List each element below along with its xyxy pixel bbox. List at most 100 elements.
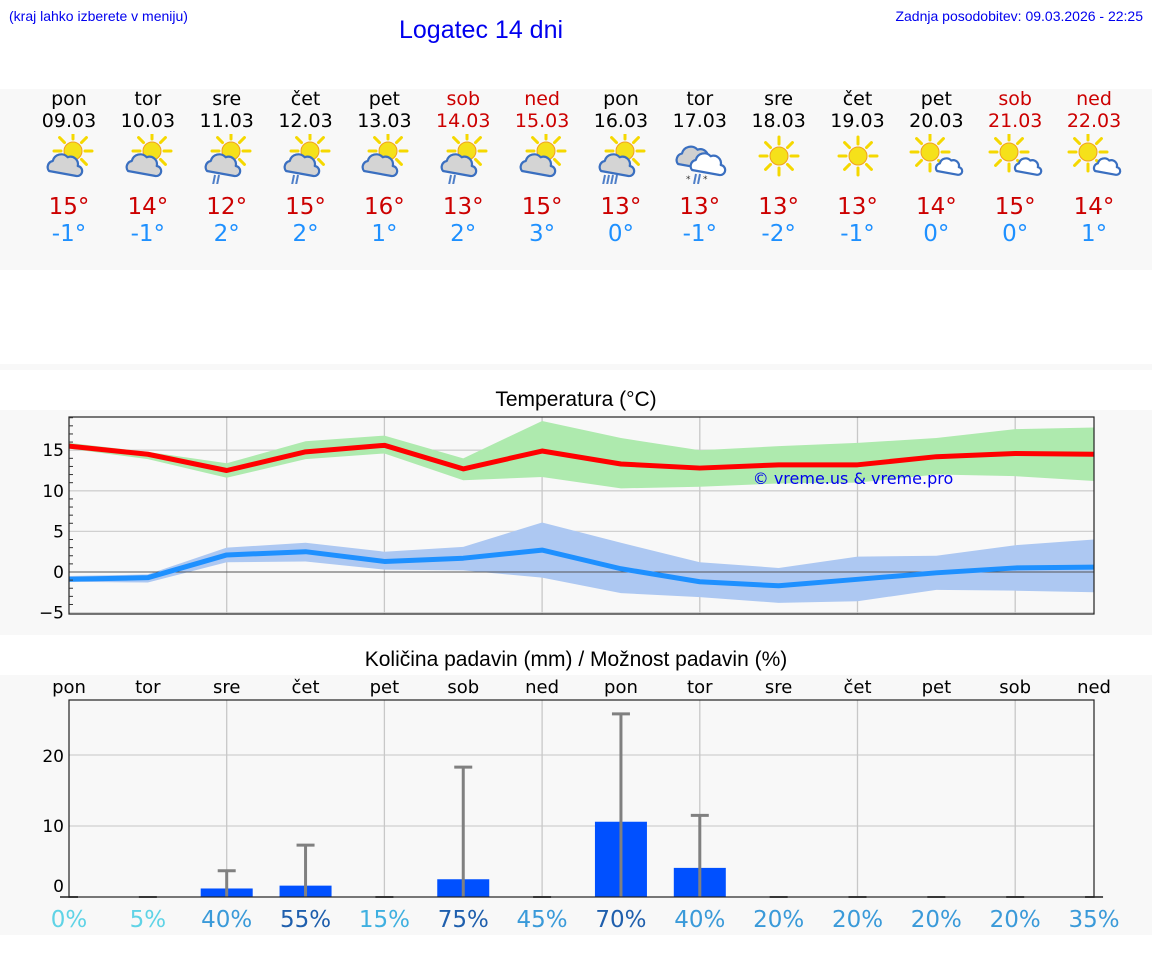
precip-day-label: sob: [447, 677, 479, 698]
partly-cloudy-icon: [125, 134, 173, 178]
precip-probability: 40%: [201, 907, 252, 933]
precip-probability: 15%: [359, 907, 410, 933]
temperature-chart-title: Temperatura (°C): [495, 388, 657, 411]
day-column: pet 13.03 16° 1°: [344, 88, 424, 248]
temperature-chart: −5 0 5 10 15 © vreme.us & vreme.pro: [39, 416, 1095, 624]
partly-cloudy-icon: [46, 134, 94, 178]
forecast-panel: [0, 89, 1152, 270]
day-column: sre 18.03 13° -2°: [739, 88, 819, 248]
svg-text:10: 10: [42, 482, 64, 502]
day-column: čet 12.03 15° 2°: [266, 88, 346, 248]
watermark: © vreme.us & vreme.pro: [753, 469, 954, 488]
day-date: 13.03: [357, 110, 412, 132]
day-date: 17.03: [672, 110, 727, 132]
min-temperature: -1°: [682, 221, 718, 247]
day-column: sre 11.03 12° 2°: [187, 88, 267, 248]
partly-cloudy-icon: [519, 134, 567, 178]
day-date: 11.03: [199, 110, 254, 132]
mostly-sunny-icon: [909, 134, 964, 176]
precip-day-label: pon: [52, 677, 86, 698]
page-title: Logatec 14 dni: [399, 16, 564, 44]
day-column: pon 09.03 15° -1°: [29, 88, 109, 248]
max-temperature: 15°: [994, 194, 1036, 220]
day-date: 19.03: [830, 110, 885, 132]
max-temperature: 15°: [48, 194, 90, 220]
precip-probability: 70%: [595, 907, 646, 933]
precip-probability: 75%: [438, 907, 489, 933]
day-name: tor: [134, 88, 162, 110]
day-name: pet: [368, 88, 400, 110]
day-date: 10.03: [120, 110, 176, 132]
day-date: 18.03: [751, 110, 806, 132]
min-temperature: 2°: [292, 221, 319, 247]
precipitation-chart-title: Količina padavin (mm) / Možnost padavin …: [364, 648, 788, 671]
precip-day-label: sre: [213, 677, 240, 698]
day-column: čet 19.03 13° -1°: [818, 88, 898, 248]
day-name: pet: [920, 88, 952, 110]
precip-probability: 20%: [753, 907, 804, 933]
cloudy-sleet-icon: * *: [675, 145, 727, 184]
day-name: sre: [212, 88, 242, 110]
day-name: sre: [764, 88, 794, 110]
precip-day-label: sob: [999, 677, 1031, 698]
min-temperature: 0°: [1002, 221, 1029, 247]
day-date: 20.03: [909, 110, 964, 132]
day-date: 22.03: [1066, 110, 1122, 132]
precip-day-label: pet: [922, 677, 952, 698]
day-name: tor: [686, 88, 714, 110]
min-temperature: 1°: [1080, 221, 1108, 247]
partly-cloudy-light-rain-icon: [283, 134, 331, 184]
min-temperature: 3°: [529, 221, 556, 247]
precip-day-label: ned: [1077, 677, 1111, 698]
max-temperature: 13°: [442, 194, 484, 220]
min-temperature: -1°: [130, 221, 166, 247]
day-name: sob: [446, 88, 481, 110]
daily-forecast-row: pon 09.03 15° -1° tor 10.03 14° -1° sre 11.03 12° 2…: [0, 88, 1152, 270]
svg-text:15: 15: [42, 441, 64, 461]
max-temperature: 14°: [915, 194, 957, 220]
precip-day-label: čet: [292, 677, 320, 698]
max-temperature: 14°: [1073, 194, 1115, 220]
day-date: 15.03: [514, 110, 570, 132]
day-column: sob 21.03 15° 0°: [975, 88, 1055, 248]
partly-cloudy-rain-icon: [598, 134, 646, 184]
svg-text:0: 0: [53, 563, 64, 583]
svg-text:20: 20: [42, 747, 64, 767]
partly-cloudy-light-rain-icon: [204, 134, 252, 184]
day-name: sob: [998, 88, 1032, 110]
svg-text:*: *: [703, 175, 708, 184]
max-temperature: 15°: [285, 194, 326, 220]
precip-probability: 35%: [1068, 907, 1119, 933]
day-column: sob 14.03 13° 2°: [423, 88, 503, 248]
min-temperature: 2°: [213, 221, 240, 247]
precip-probability: 5%: [130, 907, 167, 933]
min-temperature: -1°: [51, 221, 87, 247]
location-menu-hint: (kraj lahko izberete v meniju): [9, 8, 188, 24]
day-name: pon: [603, 88, 639, 110]
day-name: čet: [842, 88, 873, 110]
precip-day-label: pet: [370, 677, 400, 698]
day-date: 09.03: [41, 110, 97, 132]
precip-probability: 45%: [517, 907, 568, 933]
precip-probability: 55%: [280, 907, 331, 933]
sunny-icon: [837, 135, 878, 177]
last-update: Zadnja posodobitev: 09.03.2026 - 22:25: [895, 8, 1143, 24]
precip-probability: 20%: [911, 907, 962, 933]
precip-probability: 0%: [51, 907, 88, 933]
day-name: ned: [1076, 88, 1112, 110]
day-name: ned: [524, 88, 560, 110]
mostly-sunny-icon: [1067, 134, 1122, 176]
day-date: 14.03: [436, 110, 491, 132]
max-temperature: 15°: [521, 194, 563, 220]
min-temperature: -2°: [761, 221, 796, 247]
max-temperature: 13°: [837, 194, 878, 220]
sunny-icon: [758, 135, 800, 177]
svg-text:0: 0: [53, 877, 64, 897]
precip-day-label: pon: [604, 677, 638, 698]
svg-text:10: 10: [42, 817, 64, 837]
max-temperature: 14°: [127, 194, 169, 220]
day-column: pet 20.03 14° 0°: [896, 88, 976, 248]
precip-day-label: čet: [843, 677, 871, 698]
precip-day-label: tor: [687, 677, 713, 698]
